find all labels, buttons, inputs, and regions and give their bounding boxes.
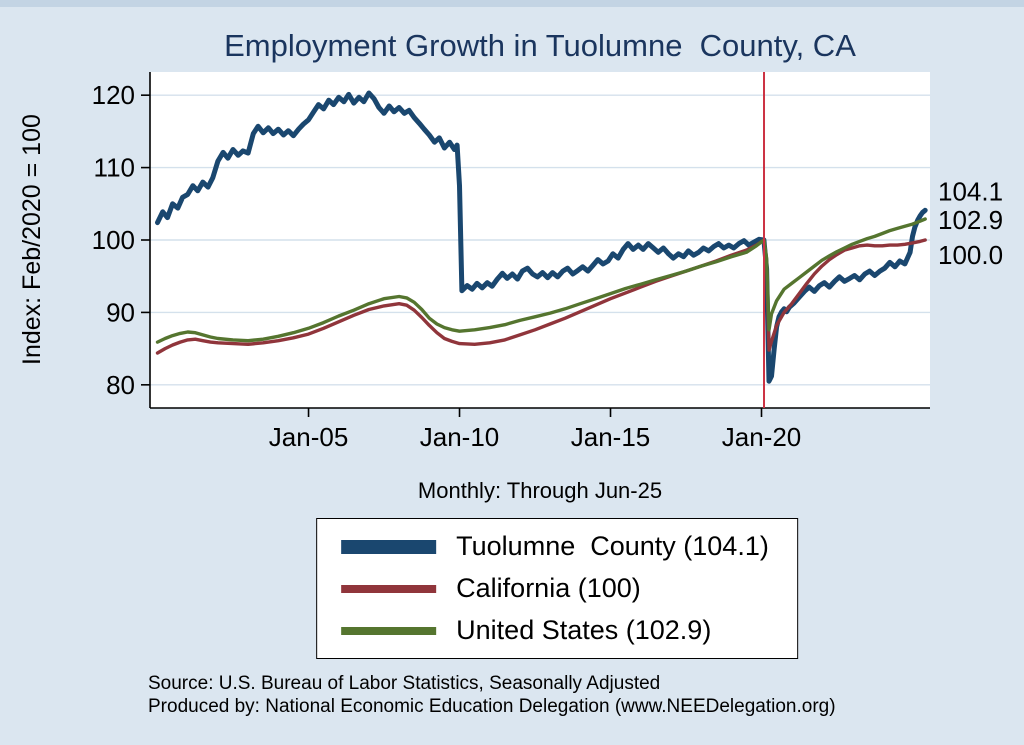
legend-swatch-united-states (341, 626, 437, 635)
y-tick-label-90: 90 (106, 297, 135, 327)
legend-item-california: California (100) (341, 573, 769, 604)
legend-label-united-states: United States (102.9) (456, 615, 712, 646)
legend-item-tuolumne-county: Tuolumne County (104.1) (341, 531, 769, 562)
legend-label-california: California (100) (456, 573, 641, 604)
end-label-united-states: 102.9 (938, 205, 1003, 235)
legend-swatch-california (341, 584, 437, 593)
source-note: Source: U.S. Bureau of Labor Statistics,… (148, 673, 661, 694)
y-tick-label-120: 120 (92, 80, 135, 110)
legend-swatch-tuolumne-county (341, 539, 437, 554)
series-line-california (155, 238, 927, 355)
x-tick-label-Jan-15: Jan-15 (571, 422, 651, 452)
end-label-tuolumne-county: 104.1 (938, 176, 1003, 206)
footer-notes: Source: U.S. Bureau of Labor Statistics,… (148, 672, 836, 718)
y-tick-label-100: 100 (92, 225, 135, 255)
y-tick-label-110: 110 (94, 153, 135, 183)
x-tick-label-Jan-10: Jan-10 (420, 422, 500, 452)
x-axis-subtitle: Monthly: Through Jun-25 (417, 478, 663, 503)
legend-label-tuolumne-county: Tuolumne County (104.1) (456, 531, 769, 561)
end-label-california: 100.0 (938, 240, 1003, 270)
chart-title: Employment Growth in Tuolumne County, CA (224, 28, 856, 63)
top-edge-band (0, 0, 1024, 7)
y-tick-label-80: 80 (106, 370, 135, 400)
employment-line-chart: 80 90 100 110 120 Jan-05 Jan-10 Jan-15 Jan-20 104… (92, 72, 1003, 452)
series-line-united-states (155, 217, 927, 344)
legend-box: Tuolumne County (104.1) California (100)… (316, 518, 798, 660)
produced-by-note: Produced by: National Economic Education… (148, 696, 836, 717)
x-tick-label-Jan-20: Jan-20 (722, 422, 802, 452)
x-tick-label-Jan-05: Jan-05 (269, 422, 349, 452)
series-line-tuolumne-county (155, 90, 928, 384)
legend-item-united-states: United States (102.9) (341, 615, 769, 646)
